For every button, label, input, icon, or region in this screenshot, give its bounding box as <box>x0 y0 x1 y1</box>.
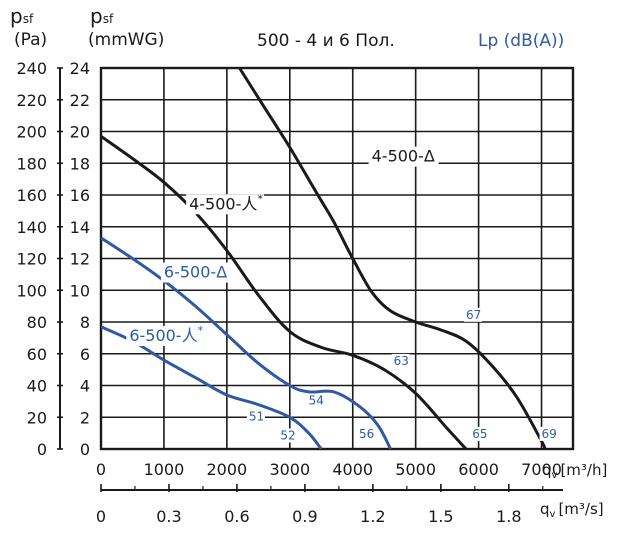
curve-label: 4-500-人* <box>189 192 263 213</box>
lp-value-bg <box>539 426 558 441</box>
pa-tick-label: 100 <box>16 281 47 300</box>
chart-title: 500 - 4 и 6 Пол. <box>257 31 395 51</box>
lp-value-label: 69 <box>542 427 557 441</box>
pressure-pa-label: psf <box>10 4 33 28</box>
curve-label: 6-500-人* <box>129 324 203 345</box>
m3s-tick-label: 1.2 <box>360 507 385 526</box>
curve-label: 6-500-Δ <box>164 263 227 282</box>
series-line-4-500-Δ <box>238 68 547 449</box>
m3s-axis-title: qv [m³/s] <box>540 500 604 520</box>
m3s-tick-label: 0 <box>96 507 106 526</box>
m3s-tick-label: 1.8 <box>496 507 521 526</box>
mmwg-tick-label: 6 <box>80 345 90 364</box>
m3s-tick-label: 0.6 <box>224 507 249 526</box>
curve-label-bg <box>368 146 439 167</box>
pa-tick-label: 80 <box>27 313 47 332</box>
mmwg-tick-label: 2 <box>80 408 90 427</box>
mmwg-tick-label: 0 <box>80 440 90 459</box>
plot-frame <box>99 66 575 451</box>
m3h-tick-label: 3000 <box>269 460 310 479</box>
lp-value-label: 63 <box>394 354 409 368</box>
mmwg-tick-label: 18 <box>70 154 90 173</box>
pa-tick-label: 220 <box>16 91 47 110</box>
mmwg-tick-label: 16 <box>70 186 90 205</box>
lp-value-bg <box>357 426 376 441</box>
lp-value-label: 65 <box>472 427 487 441</box>
m3s-tick-label: 1.5 <box>428 507 453 526</box>
pa-tick-label: 40 <box>27 377 47 396</box>
mmwg-unit: (mmWG) <box>88 30 165 50</box>
mmwg-tick-label: 4 <box>80 377 90 396</box>
lp-value-bg <box>464 307 483 322</box>
lp-value-bg <box>246 409 265 424</box>
m3h-tick-label: 1000 <box>144 460 185 479</box>
mmwg-tick-label: 8 <box>80 313 90 332</box>
m3h-tick-label: 6000 <box>458 460 499 479</box>
lp-value-label: 54 <box>309 394 324 408</box>
pa-tick-label: 120 <box>16 250 47 269</box>
mmwg-symbol: p <box>90 4 103 28</box>
pa-tick-label: 20 <box>27 408 47 427</box>
curve-label-bg <box>186 194 265 215</box>
m3h-tick-label: 2000 <box>207 460 248 479</box>
lp-value-label: 67 <box>466 308 481 322</box>
lp-value-bg <box>470 426 489 441</box>
m3s-tick-label: 0.3 <box>156 507 181 526</box>
mmwg-subscript: sf <box>102 12 114 26</box>
series-line-6-500-人* <box>101 325 323 449</box>
lp-value-label: 56 <box>359 427 374 441</box>
m3h-tick-label: 7000 <box>521 460 562 479</box>
lp-value-bg <box>278 428 297 443</box>
m3h-tick-label: 0 <box>96 460 106 479</box>
curve-label-bg <box>126 326 205 347</box>
lp-value-label: 52 <box>280 428 295 442</box>
curve-label: 4-500-Δ <box>372 147 435 166</box>
lp-label: Lp (dB(A)) <box>478 31 565 51</box>
pa-tick-label: 140 <box>16 218 47 237</box>
pa-tick-label: 180 <box>16 154 47 173</box>
m3h-tick-label: 5000 <box>395 460 436 479</box>
pa-unit: (Pa) <box>14 30 48 50</box>
mmwg-tick-label: 10 <box>70 281 90 300</box>
pa-subscript: sf <box>22 12 34 26</box>
pa-tick-label: 240 <box>16 59 47 78</box>
mmwg-tick-label: 14 <box>70 218 90 237</box>
m3h-tick-label: 4000 <box>332 460 373 479</box>
mmwg-tick-label: 20 <box>70 123 90 142</box>
pa-symbol: p <box>10 4 23 28</box>
mmwg-tick-label: 24 <box>70 59 90 78</box>
lp-value-label: 51 <box>249 409 264 423</box>
series-line-4-500-人* <box>101 135 468 449</box>
lp-value-bg <box>391 353 410 368</box>
pa-tick-label: 60 <box>27 345 47 364</box>
pa-tick-label: 160 <box>16 186 47 205</box>
mmwg-tick-label: 12 <box>70 250 90 269</box>
pa-tick-label: 200 <box>16 123 47 142</box>
curve-label-bg <box>160 262 231 283</box>
mmwg-tick-label: 22 <box>70 91 90 110</box>
pa-tick-label: 0 <box>37 440 47 459</box>
lp-value-bg <box>306 393 325 408</box>
pressure-mmwg-label: psf <box>90 4 113 28</box>
m3s-tick-label: 0.9 <box>292 507 317 526</box>
